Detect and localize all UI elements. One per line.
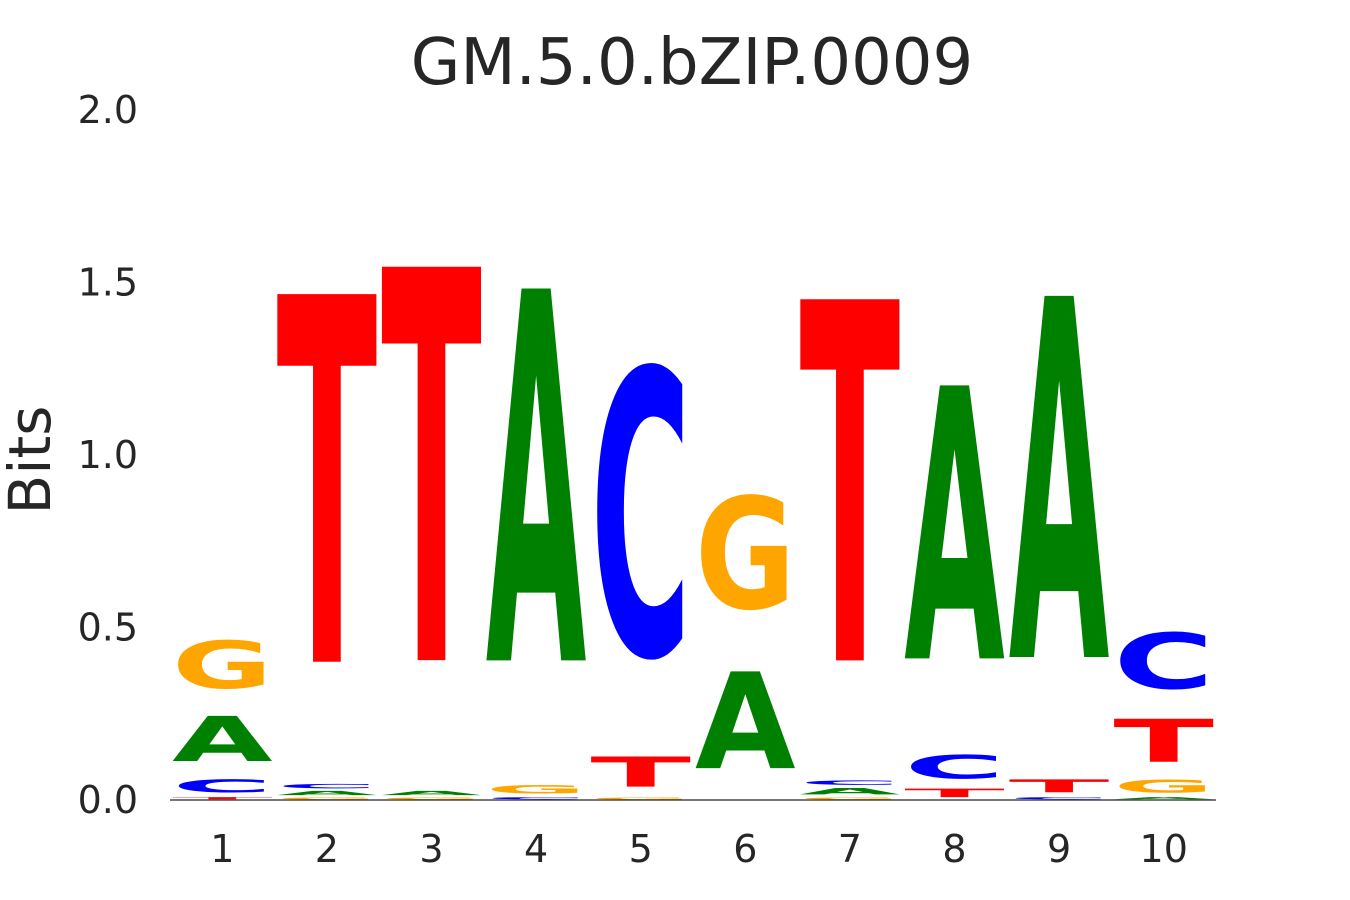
y-tick-label: 0.0 — [78, 778, 138, 822]
logo-letter: G — [172, 628, 273, 703]
logo-letter: C — [1113, 618, 1214, 707]
logo-letter: A — [1113, 797, 1214, 800]
x-tick-label: 8 — [942, 827, 966, 871]
logo-letter: T — [800, 202, 901, 778]
logo-letter: A — [800, 786, 901, 796]
logo-letter: G — [277, 797, 378, 800]
logo-letter: C — [800, 779, 901, 786]
logo-letter: T — [1113, 708, 1214, 776]
logo-letter: A — [277, 790, 378, 797]
letter-stack-8: TCA — [904, 312, 1006, 800]
logo-letter: A — [1009, 199, 1111, 775]
chart-title: GM.5.0.bZIP.0009 — [411, 26, 973, 100]
logo-letter: T — [277, 193, 378, 781]
logo-letter: C — [486, 797, 587, 800]
logo-letter: A — [695, 645, 796, 800]
x-tick-label: 1 — [210, 827, 234, 871]
logo-letter: G — [486, 783, 587, 797]
logo-letter: T — [172, 797, 273, 800]
x-axis-ticks: 1 2 3 4 5 6 7 8 9 10 — [210, 827, 1188, 871]
letter-stack-3: GAT — [381, 161, 482, 800]
logo-letter: T — [1009, 776, 1110, 797]
logo-letter: T — [904, 786, 1005, 800]
logo-letter: C — [904, 749, 1005, 786]
letter-stack-6: AG — [695, 465, 796, 799]
logo-letter: G — [800, 797, 901, 800]
logo-letter: A — [486, 186, 588, 781]
x-tick-label: 4 — [524, 827, 548, 871]
logo-letter: C — [277, 783, 378, 790]
y-tick-label: 1.5 — [78, 261, 138, 305]
x-tick-label: 3 — [419, 827, 443, 871]
x-tick-label: 6 — [733, 827, 757, 871]
logo-letter: A — [904, 312, 1006, 748]
y-axis-ticks: 0.0 0.5 1.0 1.5 2.0 — [78, 88, 138, 822]
logo-letter: G — [590, 797, 691, 800]
logo-letter: A — [172, 704, 273, 776]
logo-letter: C — [590, 291, 691, 748]
logo-letter: C — [172, 776, 273, 797]
x-tick-label: 7 — [838, 827, 862, 871]
logo-letter: G — [381, 797, 482, 800]
x-tick-label: 2 — [315, 827, 339, 871]
letter-stack-5: GTC — [590, 291, 691, 800]
logo-letter: C — [1009, 797, 1110, 800]
logo-letter: G — [1113, 776, 1214, 797]
logo-letter: G — [695, 465, 796, 644]
logo-letter: A — [381, 790, 482, 797]
logo-letter: T — [590, 748, 691, 796]
x-tick-label: 9 — [1047, 827, 1071, 871]
y-tick-label: 0.5 — [78, 606, 138, 650]
x-tick-label: 10 — [1140, 827, 1188, 871]
y-tick-label: 1.0 — [78, 433, 138, 477]
y-tick-label: 2.0 — [78, 88, 138, 132]
letter-stack-9: CTA — [1009, 199, 1111, 800]
x-tick-label: 5 — [629, 827, 653, 871]
y-axis-label: Bits — [0, 406, 64, 515]
letter-stack-4: CGA — [486, 186, 588, 800]
logo-letter: T — [381, 161, 482, 789]
